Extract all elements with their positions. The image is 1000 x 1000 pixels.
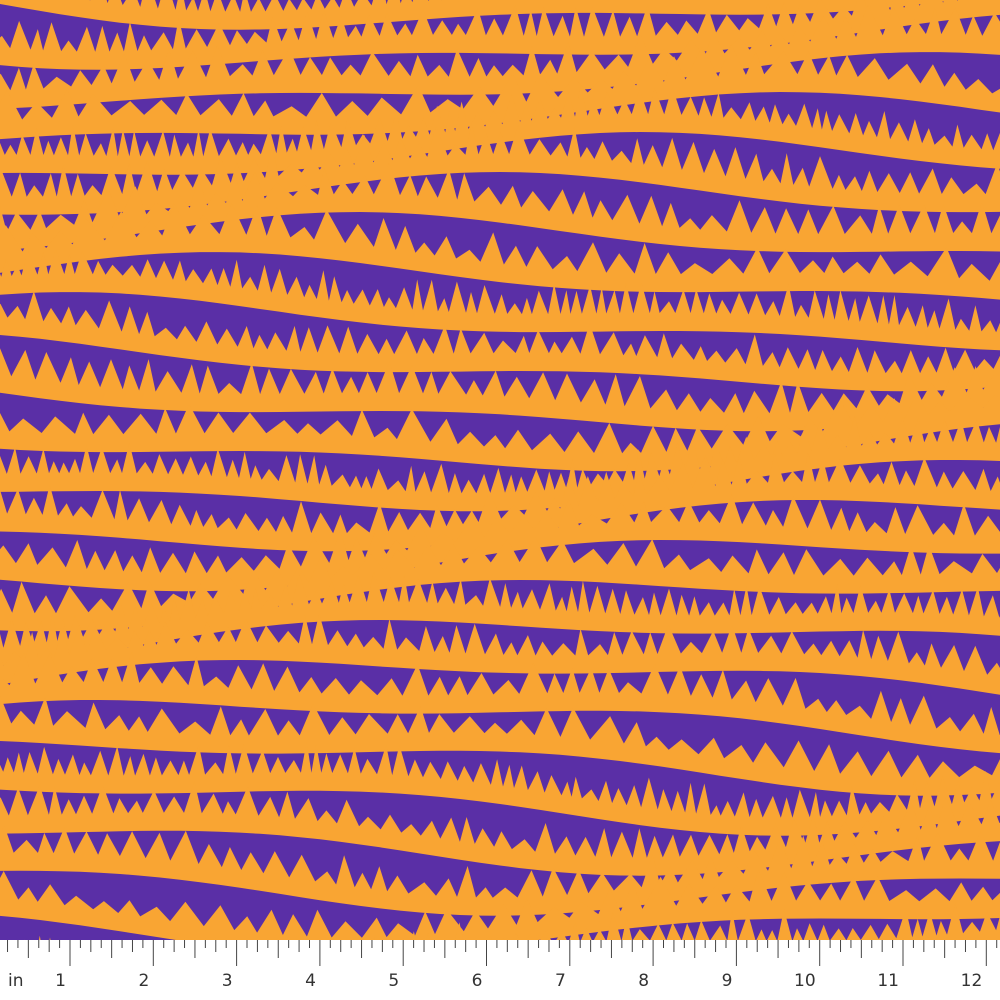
ruler-label: 2 bbox=[138, 971, 149, 991]
ruler-strip bbox=[0, 940, 1000, 1000]
orange-band bbox=[0, 869, 1000, 956]
ruler-label: 5 bbox=[388, 971, 399, 991]
orange-band bbox=[0, 781, 1000, 876]
orange-band bbox=[0, 613, 1000, 695]
orange-band bbox=[0, 695, 1000, 796]
orange-band bbox=[0, 494, 1000, 592]
orange-band bbox=[0, 571, 1000, 667]
ruler-label: 6 bbox=[472, 971, 483, 991]
orange-band bbox=[0, 416, 1000, 512]
orange-band bbox=[0, 825, 1000, 916]
orange-band bbox=[0, 203, 1000, 300]
orange-band bbox=[0, 44, 1000, 140]
ruler-label: 8 bbox=[638, 971, 649, 991]
orange-band bbox=[0, 85, 1000, 175]
ruler-label: 10 bbox=[794, 971, 816, 991]
orange-band bbox=[0, 5, 1000, 109]
orange-band bbox=[0, 0, 1000, 70]
ruler: in 1 2 3 4 5 6 7 8 9 10 11 12 bbox=[0, 940, 1000, 1000]
ruler-label: 11 bbox=[877, 971, 899, 991]
ruler-label: 1 bbox=[55, 971, 66, 991]
ruler-label: 3 bbox=[222, 971, 233, 991]
ruler-label: 12 bbox=[961, 971, 983, 991]
orange-band bbox=[0, 651, 1000, 754]
ruler-label: 4 bbox=[305, 971, 316, 991]
ruler-label: 7 bbox=[555, 971, 566, 991]
orange-band bbox=[0, 249, 1000, 351]
orange-band bbox=[0, 741, 1000, 836]
orange-band bbox=[0, 452, 1000, 552]
ruler-unit: in bbox=[8, 971, 24, 991]
orange-band bbox=[0, 348, 1000, 432]
orange-band bbox=[0, 291, 1000, 392]
orange-band bbox=[0, 163, 1000, 253]
ruler-label: 9 bbox=[722, 971, 733, 991]
